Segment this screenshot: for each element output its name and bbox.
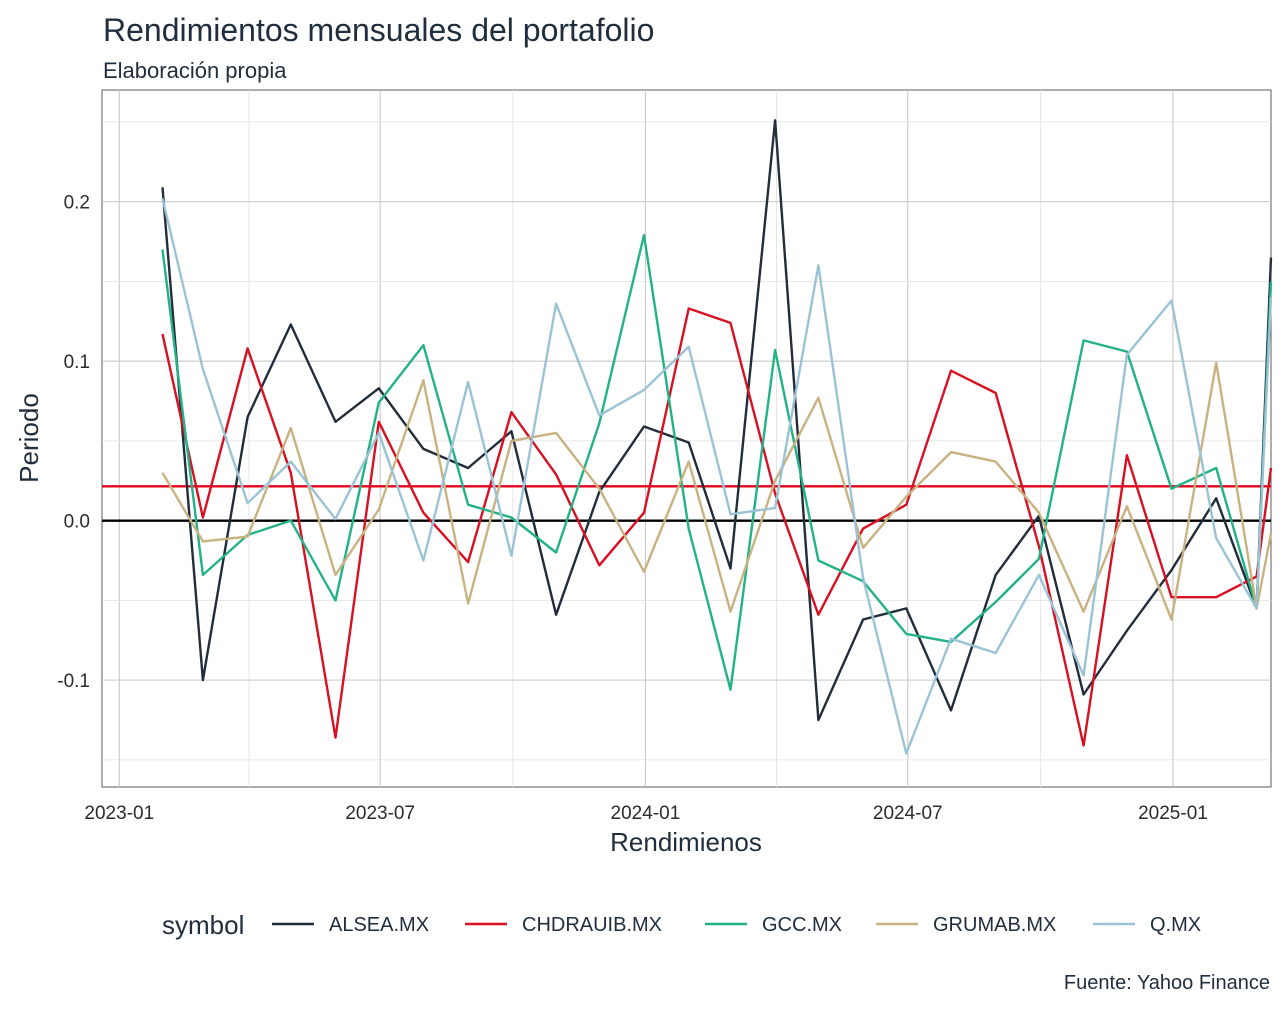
legend: symbol ALSEA.MX CHDRAUIB.MX GCC.MX GRUMAB.M… — [162, 910, 1201, 940]
legend-title: symbol — [162, 910, 244, 940]
series-line-grumab-mx — [161, 361, 1273, 621]
y-tick-label: 0.1 — [64, 352, 90, 373]
x-tick-label: 2023-01 — [84, 803, 154, 824]
legend-label: CHDRAUIB.MX — [522, 914, 662, 936]
x-tick-label: 2024-07 — [873, 803, 943, 824]
series-line-alsea-mx — [161, 119, 1273, 722]
series-line-gcc-mx — [161, 233, 1273, 691]
chart-title: Rendimientos mensuales del portafolio — [103, 12, 655, 48]
chart-caption: Fuente: Yahoo Finance — [1063, 972, 1270, 994]
x-tick-label: 2024-01 — [611, 803, 681, 824]
series-lines — [161, 119, 1273, 755]
legend-label: GRUMAB.MX — [933, 914, 1056, 936]
y-axis-ticks: -0.1 0.0 0.1 0.2 — [57, 193, 90, 692]
series-line-chdrauib-mx — [161, 307, 1273, 747]
chart-subtitle: Elaboración propia — [103, 58, 287, 83]
x-tick-label: 2023-07 — [345, 803, 415, 824]
x-axis-title: Rendimienos — [610, 827, 762, 857]
x-tick-label: 2025-01 — [1138, 803, 1208, 824]
plot-panel — [101, 89, 1272, 788]
y-axis-title: Periodo — [14, 393, 44, 483]
legend-label: ALSEA.MX — [329, 914, 429, 936]
legend-label: Q.MX — [1150, 914, 1201, 936]
x-axis-ticks: 2023-01 2023-07 2024-01 2024-07 2025-01 — [84, 803, 1207, 824]
y-tick-label: -0.1 — [57, 671, 90, 692]
gridlines — [102, 90, 1271, 787]
legend-label: GCC.MX — [762, 914, 842, 936]
y-tick-label: 0.0 — [64, 512, 90, 533]
y-tick-label: 0.2 — [64, 193, 90, 214]
series-line-q-mx — [161, 198, 1273, 755]
